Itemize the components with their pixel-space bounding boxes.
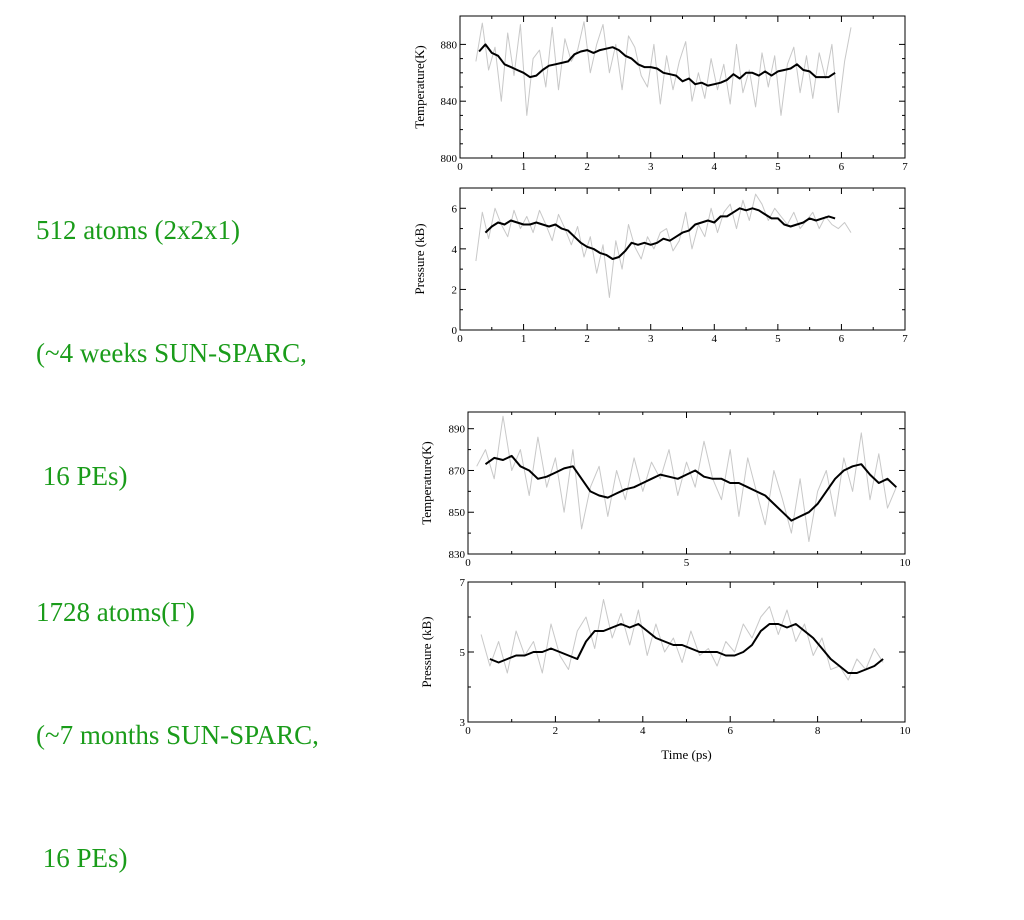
- y-tick-label: 890: [449, 424, 466, 436]
- y-tick-label: 850: [449, 507, 466, 519]
- raw-data-line: [480, 599, 884, 681]
- x-tick-label: 5: [775, 161, 781, 173]
- x-tick-label: 6: [727, 725, 733, 737]
- running-average-line: [484, 207, 836, 260]
- x-tick-label: 2: [584, 161, 590, 173]
- caption-line: 16 PEs): [36, 843, 128, 873]
- y-tick-label: 830: [449, 549, 466, 561]
- x-tick-label: 3: [648, 161, 654, 173]
- x-tick-label: 4: [712, 161, 718, 173]
- y-axis-label: Pressure (kB): [419, 616, 434, 687]
- x-tick-label: 0: [465, 725, 471, 737]
- y-tick-label: 5: [460, 647, 466, 659]
- caption-line: 512 atoms (2x2x1): [36, 215, 240, 245]
- caption-line: 16 PEs): [36, 461, 128, 491]
- y-tick-label: 6: [452, 203, 458, 215]
- x-tick-label: 10: [900, 557, 912, 569]
- y-tick-label: 840: [441, 96, 458, 108]
- x-tick-label: 6: [839, 333, 845, 345]
- running-average-line: [484, 454, 897, 522]
- raw-data-line: [475, 193, 852, 298]
- pressure-plot-512: 0 1 2 3 4 5 6 7 0 2 4 6 Pressure (kB): [412, 187, 908, 345]
- x-tick-label: 7: [902, 161, 908, 173]
- x-tick-label: 5: [775, 333, 781, 345]
- y-axis-label: Temperature(K): [419, 441, 434, 525]
- x-tick-label: 1: [521, 161, 527, 173]
- y-tick-label: 3: [460, 717, 466, 729]
- y-tick-label: 7: [460, 577, 466, 589]
- raw-data-line: [475, 21, 852, 116]
- temperature-plot-512: 0 1 2 3 4 5 6 7 800 840 880 Temperature(K): [412, 15, 908, 173]
- temperature-plot-1728: 0 5 10 830 850 870 890 Temperature(K): [419, 411, 912, 569]
- x-tick-label: 10: [900, 725, 912, 737]
- x-tick-label: 2: [553, 725, 559, 737]
- x-tick-label: 0: [457, 333, 463, 345]
- x-tick-label: 2: [584, 333, 590, 345]
- x-tick-label: 6: [839, 161, 845, 173]
- y-tick-label: 880: [441, 39, 458, 51]
- caption-line: 1728 atoms(Γ): [36, 597, 195, 627]
- x-tick-label: 7: [902, 333, 908, 345]
- x-tick-label: 4: [712, 333, 718, 345]
- x-tick-label: 1: [521, 333, 527, 345]
- caption-512-atoms: 512 atoms (2x2x1) (~4 weeks SUN-SPARC, 1…: [36, 128, 307, 538]
- x-axis-label: Time (ps): [661, 747, 711, 762]
- x-tick-label: 4: [640, 725, 646, 737]
- y-tick-label: 2: [452, 284, 458, 296]
- running-average-line: [489, 623, 884, 674]
- x-tick-label: 3: [648, 333, 654, 345]
- y-tick-label: 0: [452, 325, 458, 337]
- x-tick-label: 5: [684, 557, 690, 569]
- pressure-plot-1728: 0 2 4 6 8 10 3 5 7 Pressure (kB) Time (ps): [419, 577, 912, 762]
- y-tick-label: 870: [449, 465, 466, 477]
- x-tick-label: 8: [815, 725, 821, 737]
- caption-line: (~7 months SUN-SPARC,: [36, 720, 319, 750]
- x-tick-label: 0: [465, 557, 471, 569]
- x-tick-label: 0: [457, 161, 463, 173]
- y-axis-label: Temperature(K): [412, 45, 427, 129]
- raw-data-line: [476, 415, 897, 542]
- caption-line: (~4 weeks SUN-SPARC,: [36, 338, 307, 368]
- y-tick-label: 800: [441, 153, 458, 165]
- y-axis-label: Pressure (kB): [412, 223, 427, 294]
- running-average-line: [478, 43, 836, 87]
- y-tick-label: 4: [452, 244, 458, 256]
